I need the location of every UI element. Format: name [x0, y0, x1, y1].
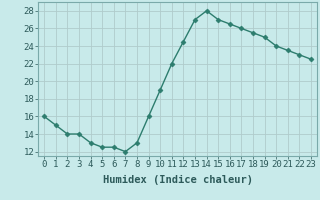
X-axis label: Humidex (Indice chaleur): Humidex (Indice chaleur)	[103, 175, 252, 185]
